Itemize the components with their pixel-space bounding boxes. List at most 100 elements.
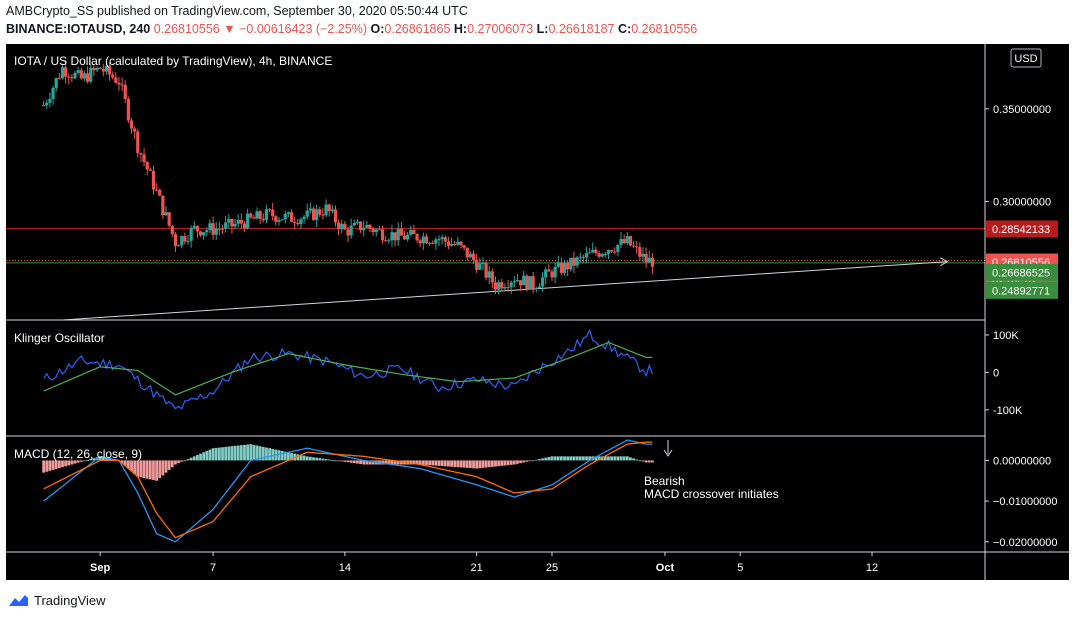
macd-histogram-bar: [167, 460, 171, 470]
candle-body: [330, 209, 334, 212]
candle-body: [418, 240, 422, 244]
candle-body: [431, 242, 435, 244]
macd-histogram-bar: [126, 460, 130, 469]
candle-body: [528, 276, 532, 290]
macd-histogram-bar: [440, 460, 444, 467]
macd-histogram-bar: [578, 456, 582, 461]
candle-body: [54, 78, 58, 88]
macd-histogram-bar: [393, 460, 397, 465]
macd-histogram-bar: [365, 460, 369, 465]
macd-histogram-bar: [73, 460, 77, 464]
macd-tick-label: 0.00000000: [993, 455, 1051, 467]
macd-histogram-bar: [230, 446, 234, 461]
macd-histogram-bar: [619, 456, 623, 461]
candle-body: [60, 67, 65, 79]
macd-histogram-bar: [613, 456, 617, 461]
macd-histogram-bar: [635, 459, 639, 461]
footer-brand[interactable]: TradingView: [6, 591, 106, 609]
candle-body: [638, 247, 642, 257]
candle-body: [274, 216, 278, 222]
candle-body: [453, 244, 457, 246]
candle-body: [497, 282, 501, 290]
candle-body: [603, 253, 607, 255]
candle-body: [478, 263, 482, 270]
high-label: H:: [453, 22, 468, 36]
price-label-box: [986, 263, 1058, 281]
candle-body: [42, 105, 46, 107]
macd-histogram-bar: [478, 460, 482, 469]
publish-info: AMBCrypto_SS published on TradingView.co…: [6, 4, 468, 18]
candle-body: [95, 67, 99, 71]
candle-body: [249, 213, 253, 218]
price-label-trendline: 0.24892771: [992, 285, 1050, 297]
price-change: −0.00616423 (−2.25%): [239, 22, 367, 36]
open-value: 0.26861865: [384, 22, 451, 36]
macd-histogram-bar: [450, 460, 453, 467]
candle-body: [155, 189, 159, 191]
candle-body: [305, 210, 309, 217]
macd-histogram-bar: [287, 452, 290, 461]
price-tick-label: 0.35000000: [993, 104, 1051, 116]
macd-histogram-bar: [54, 460, 58, 470]
candle-body: [409, 229, 413, 235]
annotation-line-2: MACD crossover initiates: [644, 487, 779, 501]
candle-body: [211, 223, 215, 235]
candle-body: [428, 242, 432, 244]
candle-body: [631, 245, 636, 247]
macd-histogram-bar: [415, 460, 419, 465]
macd-histogram-bar: [45, 460, 49, 472]
candle-body: [537, 286, 542, 289]
macd-histogram-bar: [246, 444, 250, 461]
candle-body: [142, 154, 146, 162]
candle-body: [107, 65, 112, 75]
macd-histogram-bar: [456, 460, 460, 468]
macd-histogram-bar: [531, 460, 535, 462]
macd-histogram-bar: [641, 460, 645, 462]
candle-body: [70, 77, 74, 79]
macd-histogram-bar: [585, 456, 588, 461]
price-label-box: [986, 281, 1058, 299]
candle-body: [515, 280, 520, 282]
klinger-tick-label: -100K: [993, 405, 1023, 417]
candle-body: [500, 282, 504, 289]
macd-histogram-bar: [86, 459, 89, 461]
macd-histogram-bar: [192, 456, 196, 461]
macd-histogram-bar: [453, 460, 457, 467]
candle-body: [343, 223, 347, 230]
candle-body: [327, 204, 331, 212]
macd-histogram-bar: [265, 447, 268, 461]
macd-histogram-bar: [437, 460, 441, 466]
candle-body: [437, 239, 441, 241]
macd-histogram-bar: [308, 456, 312, 461]
macd-histogram-bar: [547, 457, 551, 461]
candle-body: [550, 271, 554, 278]
candle-body: [449, 244, 454, 246]
candle-body: [117, 82, 121, 85]
macd-histogram-bar: [70, 460, 74, 465]
price-tick-label: 0.30000000: [993, 196, 1051, 208]
candle-body: [584, 253, 589, 258]
open-label: O:: [370, 22, 385, 36]
candle-body: [111, 74, 115, 78]
candle-body: [625, 236, 629, 244]
macd-histogram-bar: [575, 456, 579, 461]
currency-box[interactable]: [1010, 48, 1042, 68]
candle-body: [296, 223, 300, 225]
macd-histogram-bar: [101, 457, 105, 461]
macd-histogram-bar: [588, 456, 592, 461]
candle-body: [412, 229, 416, 234]
candle-body: [98, 67, 102, 69]
macd-histogram-bar: [462, 460, 466, 468]
price-labels: 0.285421330.2681055602:09:180.266865250.…: [986, 220, 1058, 299]
candle-body: [606, 250, 611, 254]
macd-histogram-bar: [484, 460, 488, 468]
candle-body: [547, 269, 551, 272]
macd-histogram-bar: [290, 452, 293, 461]
macd-histogram-bar: [67, 460, 71, 466]
macd-histogram-bar: [186, 459, 190, 461]
candle-body: [553, 266, 557, 278]
candle-body: [302, 216, 306, 220]
macd-histogram-bar: [76, 460, 80, 463]
macd-histogram-bar: [305, 456, 309, 461]
